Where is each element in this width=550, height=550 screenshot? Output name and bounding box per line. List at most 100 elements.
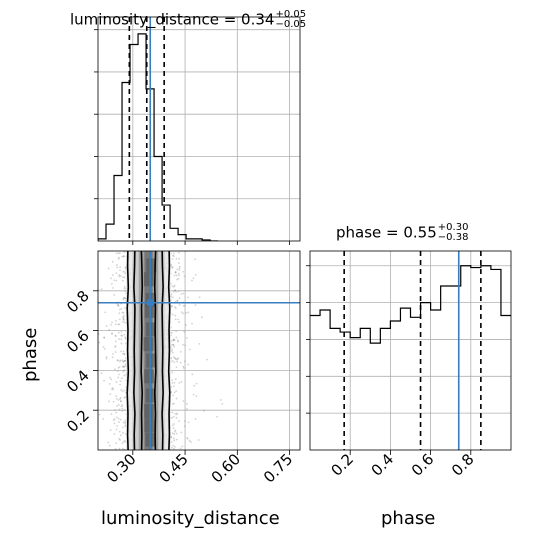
scatter-point: [90, 343, 92, 345]
scatter-point: [173, 356, 175, 359]
contour-middle-right: [161, 251, 164, 450]
scatter-point: [123, 365, 126, 368]
luminosity-distance-title-errors: +0.05 −0.05: [275, 10, 306, 30]
scatter-point: [203, 409, 205, 412]
scatter-point: [90, 426, 92, 428]
scatter-y-tick-label-0: 0.2: [63, 406, 93, 436]
scatter-point: [170, 441, 173, 443]
scatter-point: [123, 296, 126, 299]
scatter-point: [118, 256, 120, 259]
scatter-point: [109, 429, 112, 431]
scatter-point: [121, 334, 123, 337]
scatter-point: [173, 423, 175, 425]
x-axis-label-phase: phase: [381, 508, 436, 529]
scatter-point: [123, 287, 126, 290]
scatter-point: [171, 258, 174, 260]
scatter-point: [117, 359, 119, 362]
scatter-point: [176, 360, 179, 363]
scatter-point: [123, 276, 126, 279]
y-axis-label-phase: phase: [20, 327, 41, 382]
scatter-point: [221, 402, 224, 405]
scatter-point: [174, 289, 176, 291]
scatter-point: [171, 411, 174, 414]
scatter-point: [198, 296, 201, 299]
scatter-point: [177, 318, 180, 321]
scatter-point: [187, 296, 189, 299]
phase-title-main: phase = 0.55: [336, 223, 437, 242]
scatter-point: [114, 334, 117, 337]
scatter-point: [174, 378, 177, 380]
scatter-point: [123, 271, 126, 273]
scatter-point: [172, 444, 174, 447]
scatter-point: [173, 391, 176, 394]
scatter-point: [184, 344, 186, 347]
scatter-point: [117, 258, 120, 260]
scatter-point: [119, 434, 122, 437]
scatter-point: [173, 255, 175, 257]
scatter-point: [123, 408, 126, 411]
scatter-point: [115, 264, 118, 266]
scatter-point: [182, 270, 185, 273]
scatter-point: [119, 396, 122, 399]
scatter-point: [122, 318, 125, 321]
scatter-point: [124, 336, 127, 339]
scatter-point: [174, 306, 176, 308]
scatter-point: [175, 413, 178, 416]
scatter-point: [73, 396, 75, 398]
scatter-point: [123, 396, 126, 399]
scatter-point: [194, 258, 197, 261]
scatter-point: [177, 262, 180, 264]
scatter-point: [124, 290, 127, 293]
scatter-point: [172, 338, 175, 341]
scatter-point: [112, 274, 114, 276]
density-blob-10: [143, 272, 154, 287]
scatter-point: [175, 358, 178, 361]
scatter-point: [194, 418, 197, 420]
scatter-point: [89, 303, 91, 305]
scatter-point: [111, 332, 113, 335]
scatter-point: [122, 270, 125, 273]
scatter-point: [123, 352, 126, 355]
scatter-point: [177, 277, 180, 280]
scatter-point: [175, 438, 178, 441]
scatter-point: [177, 339, 179, 342]
scatter-point: [124, 342, 127, 345]
scatter-point: [172, 296, 174, 299]
contour-inner-left: [140, 251, 144, 450]
scatter-point: [121, 365, 124, 368]
scatter-point: [118, 437, 121, 440]
scatter-point: [179, 361, 182, 364]
scatter-point: [122, 440, 125, 443]
scatter-point: [195, 395, 198, 398]
scatter-point: [187, 421, 190, 424]
scatter-point: [115, 272, 118, 275]
scatter-point: [112, 353, 114, 355]
scatter-point: [172, 437, 175, 440]
scatter-point: [117, 404, 120, 406]
scatter-point: [122, 350, 125, 353]
scatter-point: [124, 425, 127, 428]
scatter-point: [107, 267, 110, 270]
scatter-point: [174, 318, 177, 321]
scatter-point: [174, 289, 176, 292]
scatter-point: [173, 430, 176, 433]
scatter-point: [89, 315, 91, 317]
scatter-point: [171, 371, 174, 374]
scatter-point: [173, 433, 176, 435]
density-blob-1: [144, 418, 155, 433]
scatter-point: [123, 439, 126, 442]
density-blob-11: [146, 258, 157, 273]
scatter-point: [120, 307, 123, 310]
scatter-point: [118, 252, 121, 255]
scatter-point: [109, 393, 112, 395]
scatter-point: [121, 311, 124, 314]
scatter-point: [186, 408, 189, 410]
scatter-point: [118, 274, 121, 276]
scatter-point: [191, 279, 193, 282]
scatter-point: [122, 311, 125, 314]
scatter-point: [121, 276, 124, 279]
scatter-point: [118, 366, 121, 368]
scatter-point: [105, 325, 108, 327]
scatter-point: [113, 433, 116, 436]
right-x-tick-label-3: 0.8: [448, 450, 478, 480]
